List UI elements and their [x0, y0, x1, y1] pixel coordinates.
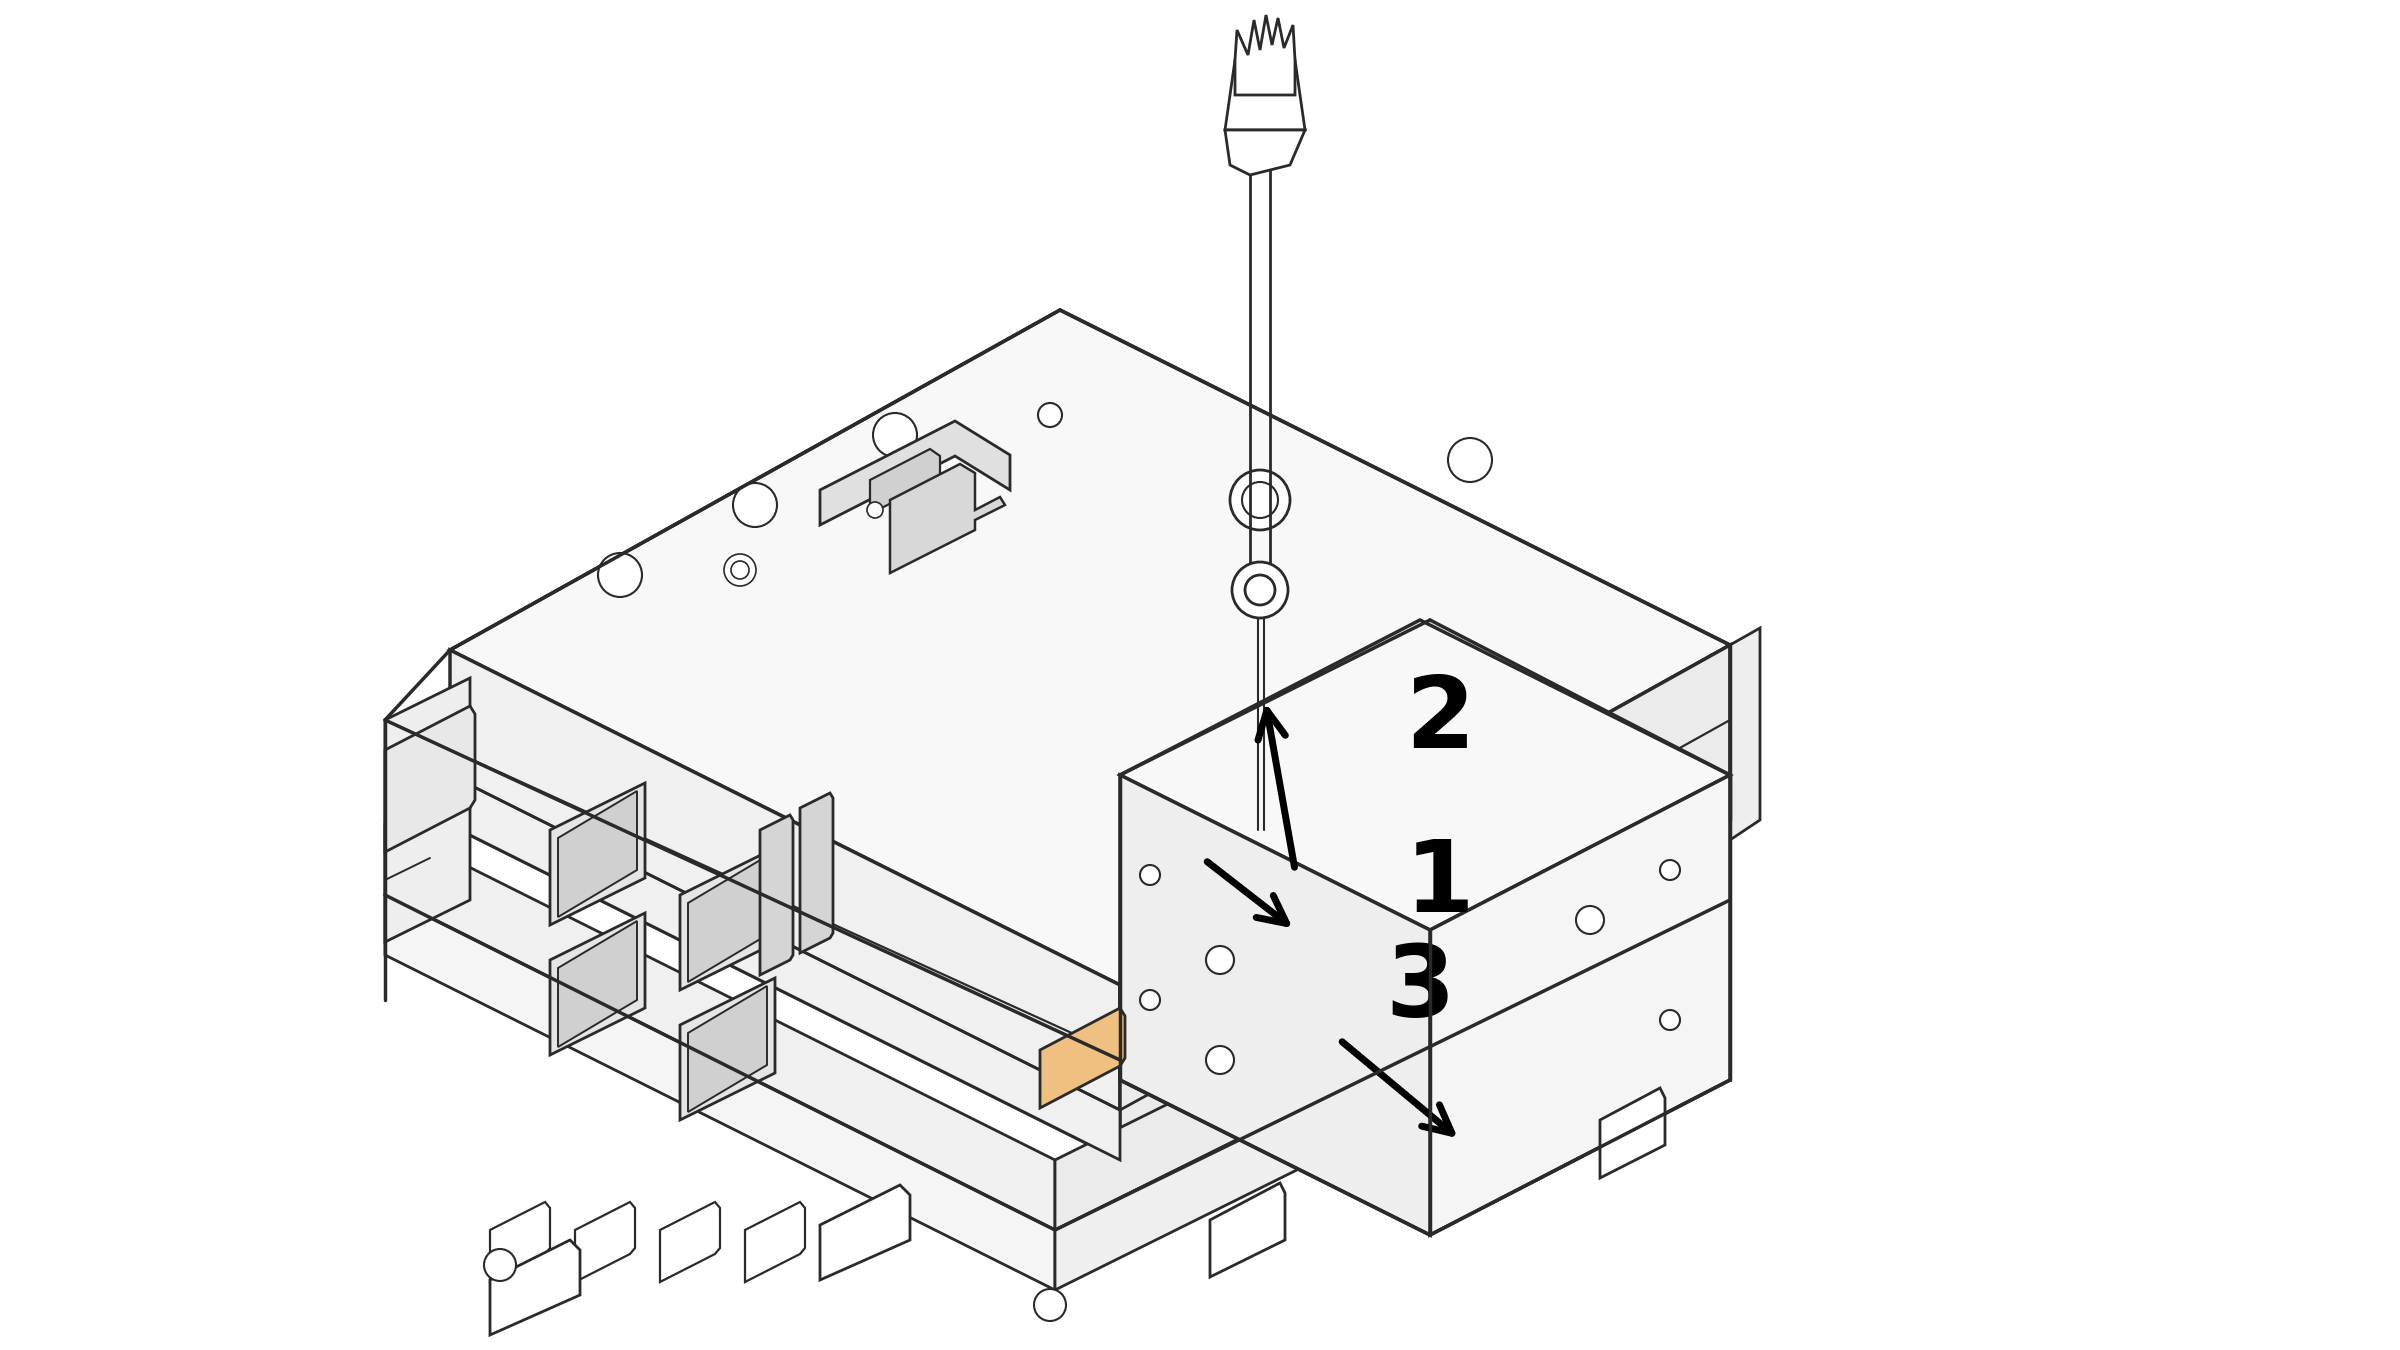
Circle shape	[1231, 562, 1289, 618]
Polygon shape	[1224, 59, 1306, 130]
Polygon shape	[821, 421, 1010, 525]
Polygon shape	[1601, 1088, 1666, 1179]
Polygon shape	[821, 1185, 910, 1280]
Polygon shape	[557, 921, 636, 1048]
Text: 3: 3	[1385, 941, 1454, 1038]
Polygon shape	[557, 791, 636, 917]
Polygon shape	[1730, 628, 1759, 840]
Circle shape	[732, 483, 778, 526]
Polygon shape	[451, 775, 1121, 1160]
Polygon shape	[1121, 645, 1730, 1160]
Circle shape	[1140, 865, 1159, 886]
Circle shape	[866, 502, 883, 518]
Circle shape	[1034, 1289, 1066, 1322]
Polygon shape	[384, 706, 475, 852]
Circle shape	[725, 554, 756, 586]
Polygon shape	[689, 856, 768, 981]
Polygon shape	[660, 1202, 720, 1282]
Circle shape	[1140, 990, 1159, 1010]
Polygon shape	[679, 848, 775, 990]
Polygon shape	[384, 678, 470, 942]
Circle shape	[732, 562, 749, 579]
Polygon shape	[576, 1202, 636, 1282]
Polygon shape	[744, 1202, 804, 1282]
Polygon shape	[1210, 1183, 1284, 1277]
Circle shape	[1661, 860, 1680, 880]
Text: 1: 1	[1404, 837, 1476, 933]
Circle shape	[1246, 575, 1274, 605]
Polygon shape	[1039, 1008, 1126, 1108]
Polygon shape	[761, 815, 792, 975]
Circle shape	[874, 413, 917, 458]
Polygon shape	[490, 1241, 581, 1335]
Circle shape	[1231, 470, 1291, 531]
Polygon shape	[1056, 895, 1730, 1291]
Polygon shape	[871, 450, 941, 514]
Circle shape	[1039, 404, 1061, 427]
Polygon shape	[384, 895, 1056, 1291]
Circle shape	[1243, 482, 1279, 518]
Polygon shape	[1430, 775, 1730, 1235]
Circle shape	[1207, 946, 1234, 973]
Polygon shape	[890, 464, 1006, 572]
Circle shape	[1577, 906, 1603, 934]
Polygon shape	[689, 986, 768, 1112]
Polygon shape	[799, 792, 833, 953]
Polygon shape	[679, 977, 775, 1120]
Polygon shape	[1056, 825, 1730, 1230]
Polygon shape	[1121, 620, 1730, 930]
Polygon shape	[384, 825, 1056, 1230]
Polygon shape	[550, 783, 646, 925]
Polygon shape	[1224, 130, 1306, 176]
Polygon shape	[451, 310, 1730, 986]
Polygon shape	[1121, 775, 1430, 1235]
Polygon shape	[490, 1202, 550, 1282]
Text: 2: 2	[1404, 671, 1476, 768]
Circle shape	[1447, 437, 1493, 482]
Circle shape	[1661, 1010, 1680, 1030]
Circle shape	[598, 554, 643, 597]
Polygon shape	[451, 649, 1121, 1160]
Circle shape	[485, 1249, 516, 1281]
Circle shape	[1207, 1046, 1234, 1075]
Polygon shape	[1236, 15, 1296, 95]
Polygon shape	[550, 913, 646, 1054]
